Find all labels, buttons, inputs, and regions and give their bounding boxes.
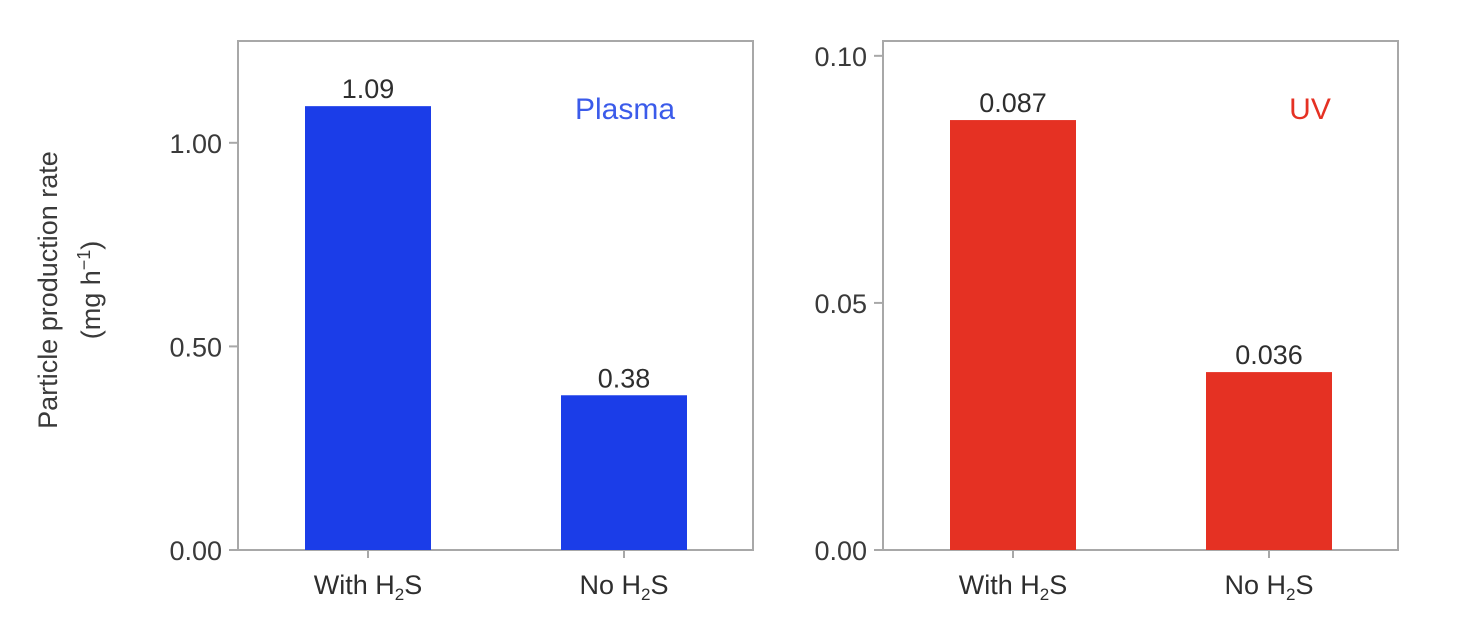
x-tick-label: With H2S [314,570,422,604]
data-label: 0.087 [979,88,1047,118]
y-tick-label: 0.05 [814,289,867,319]
plasma-panel: 0.000.501.00 1.090.38 With H2S No H2S Pla… [169,40,754,604]
x-label-tail: S [1295,570,1313,600]
y-axis-unit-close: ) [76,241,106,250]
x-label-subscript: 2 [1286,585,1295,604]
x-label-main: No H [580,570,642,600]
data-label: 0.036 [1235,340,1303,370]
plot-frame [237,40,754,551]
y-axis-unit-main: (mg h [76,270,106,339]
panel-label: UV [1289,93,1331,126]
bar [950,120,1076,550]
y-ticks: 0.00 0.50 1.00 [169,129,238,566]
bars: 1.09 0.38 [305,74,687,550]
y-axis-title: Particle production rate (mg h−1) [33,151,106,429]
x-label-subscript: 2 [1040,585,1049,604]
x-label-subscript: 2 [395,585,404,604]
x-label-tail: S [1049,570,1067,600]
x-label-tail: S [404,570,422,600]
data-label: 0.38 [598,363,651,393]
x-tick-labels: With H2S No H2S [959,550,1314,604]
x-label-main: With H [314,570,395,600]
x-label-main: No H [1225,570,1287,600]
x-tick-label: No H2S [580,570,669,604]
bar [1206,372,1332,550]
x-tick-label: With H2S [959,570,1067,604]
bar [561,395,687,550]
x-label-subscript: 2 [641,585,650,604]
y-tick-label: 0.00 [169,536,222,566]
y-axis-unit-sup: −1 [74,250,94,271]
data-label: 1.09 [342,74,395,104]
y-axis-unit: (mg h−1) [74,241,106,340]
y-axis-label: Particle production rate [33,151,63,429]
bars: 0.087 0.036 [950,88,1332,550]
y-tick-label: 1.00 [169,129,222,159]
y-ticks: 0.00 0.05 0.10 [814,42,883,566]
panel-label: Plasma [575,93,675,126]
x-tick-label: No H2S [1225,570,1314,604]
y-tick-label: 0.50 [169,332,222,362]
x-tick-labels: With H2S No H2S [314,550,669,604]
plot-frame [882,40,1399,551]
x-label-main: With H [959,570,1040,600]
y-tick-label: 0.10 [814,42,867,72]
x-label-tail: S [650,570,668,600]
bar [305,106,431,550]
y-tick-label: 0.00 [814,536,867,566]
